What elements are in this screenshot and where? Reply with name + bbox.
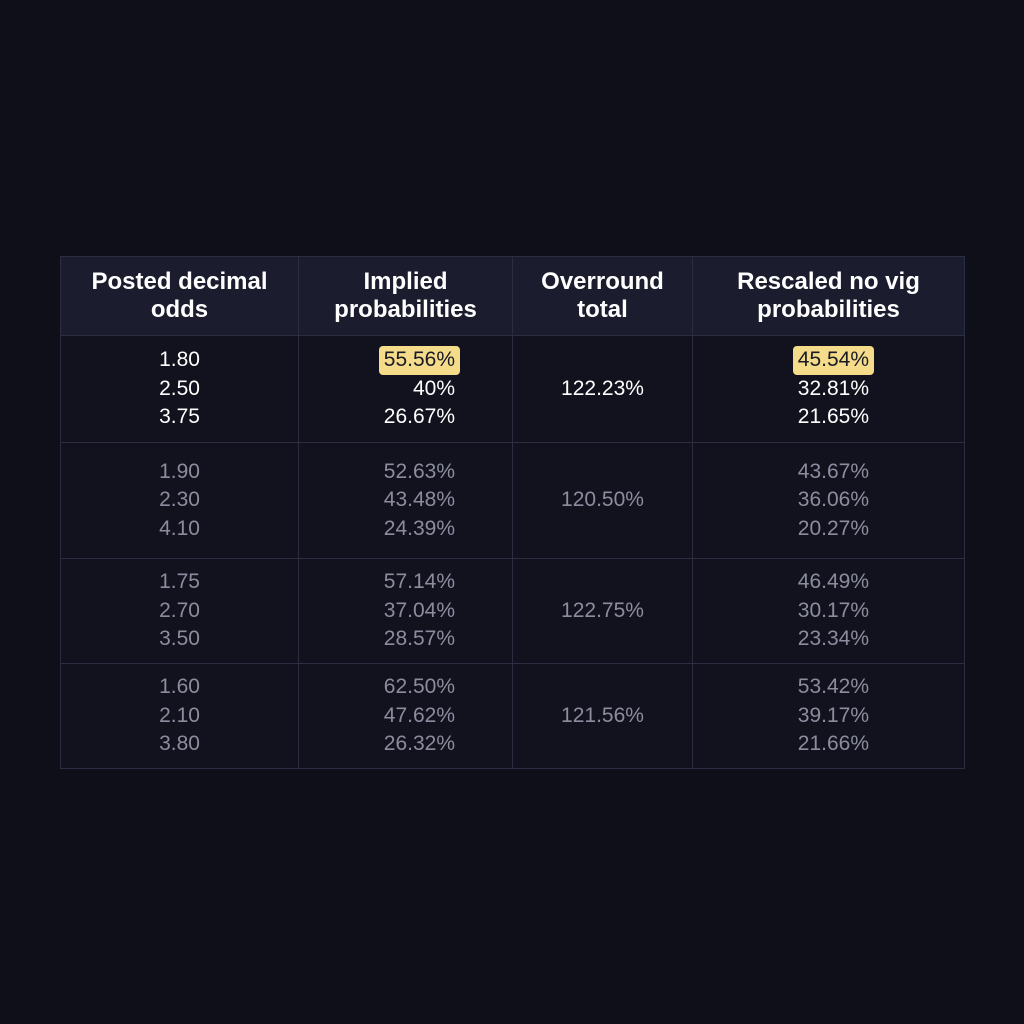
table-body: 1.80 2.50 3.75 55.56% 40% 26.67% 122.23%… xyxy=(60,335,965,769)
header-row: Posted decimal odds Implied probabilitie… xyxy=(60,256,965,336)
overround-cell: 122.23% xyxy=(512,335,693,443)
odds-value: 4.10 xyxy=(159,516,200,540)
implied-value: 43.48% xyxy=(383,488,455,512)
odds-cell: 1.90 2.30 4.10 xyxy=(60,442,299,559)
odds-value: 2.10 xyxy=(159,703,200,727)
implied-value: 26.67% xyxy=(383,405,455,429)
odds-value: 1.60 xyxy=(159,675,200,699)
table-row: 1.80 2.50 3.75 55.56% 40% 26.67% 122.23%… xyxy=(60,335,965,443)
odds-cell: 1.60 2.10 3.80 xyxy=(60,663,299,769)
odds-value: 2.50 xyxy=(159,376,200,400)
rescaled-value: 43.67% xyxy=(797,459,869,483)
odds-value: 2.70 xyxy=(159,598,200,622)
implied-cell: 57.14% 37.04% 28.57% xyxy=(298,558,513,664)
rescaled-cell: 53.42% 39.17% 21.66% xyxy=(692,663,965,769)
table-row: 1.60 2.10 3.80 62.50% 47.62% 26.32% 121.… xyxy=(60,663,965,769)
rescaled-cell: 46.49% 30.17% 23.34% xyxy=(692,558,965,664)
implied-value: 37.04% xyxy=(383,598,455,622)
rescaled-value: 21.66% xyxy=(797,732,869,756)
header-rescaled-no-vig-probabilities: Rescaled no vig probabilities xyxy=(692,256,965,336)
implied-value: 47.62% xyxy=(383,703,455,727)
implied-value: 40% xyxy=(412,376,455,400)
rescaled-value-highlighted: 45.54% xyxy=(792,346,874,375)
rescaled-value: 53.42% xyxy=(797,675,869,699)
overround-cell: 120.50% xyxy=(512,442,693,559)
implied-value: 28.57% xyxy=(383,627,455,651)
overround-cell: 122.75% xyxy=(512,558,693,664)
odds-value: 3.80 xyxy=(159,732,200,756)
implied-cell: 55.56% 40% 26.67% xyxy=(298,335,513,443)
rescaled-value: 36.06% xyxy=(797,488,869,512)
table-row: 1.90 2.30 4.10 52.63% 43.48% 24.39% 120.… xyxy=(60,442,965,559)
implied-value: 57.14% xyxy=(383,570,455,594)
header-overround-total: Overround total xyxy=(512,256,693,336)
odds-table: Posted decimal odds Implied probabilitie… xyxy=(60,256,965,769)
implied-value: 26.32% xyxy=(383,732,455,756)
odds-value: 1.80 xyxy=(159,348,200,372)
table-row: 1.75 2.70 3.50 57.14% 37.04% 28.57% 122.… xyxy=(60,558,965,664)
rescaled-value: 32.81% xyxy=(797,376,869,400)
implied-value-highlighted: 55.56% xyxy=(378,346,460,375)
odds-value: 1.90 xyxy=(159,459,200,483)
header-implied-probabilities: Implied probabilities xyxy=(298,256,513,336)
odds-value: 2.30 xyxy=(159,488,200,512)
rescaled-value: 30.17% xyxy=(797,598,869,622)
header-posted-decimal-odds: Posted decimal odds xyxy=(60,256,299,336)
rescaled-value: 46.49% xyxy=(797,570,869,594)
overround-cell: 121.56% xyxy=(512,663,693,769)
implied-cell: 62.50% 47.62% 26.32% xyxy=(298,663,513,769)
rescaled-value: 21.65% xyxy=(797,405,869,429)
rescaled-cell: 45.54% 32.81% 21.65% xyxy=(692,335,965,443)
odds-cell: 1.75 2.70 3.50 xyxy=(60,558,299,664)
odds-cell: 1.80 2.50 3.75 xyxy=(60,335,299,443)
rescaled-cell: 43.67% 36.06% 20.27% xyxy=(692,442,965,559)
implied-value: 62.50% xyxy=(383,675,455,699)
rescaled-value: 39.17% xyxy=(797,703,869,727)
odds-value: 3.50 xyxy=(159,627,200,651)
odds-value: 1.75 xyxy=(159,570,200,594)
odds-value: 3.75 xyxy=(159,405,200,429)
implied-value: 24.39% xyxy=(383,516,455,540)
table-header: Posted decimal odds Implied probabilitie… xyxy=(60,256,965,336)
implied-value: 52.63% xyxy=(383,459,455,483)
rescaled-value: 23.34% xyxy=(797,627,869,651)
implied-cell: 52.63% 43.48% 24.39% xyxy=(298,442,513,559)
rescaled-value: 20.27% xyxy=(797,516,869,540)
